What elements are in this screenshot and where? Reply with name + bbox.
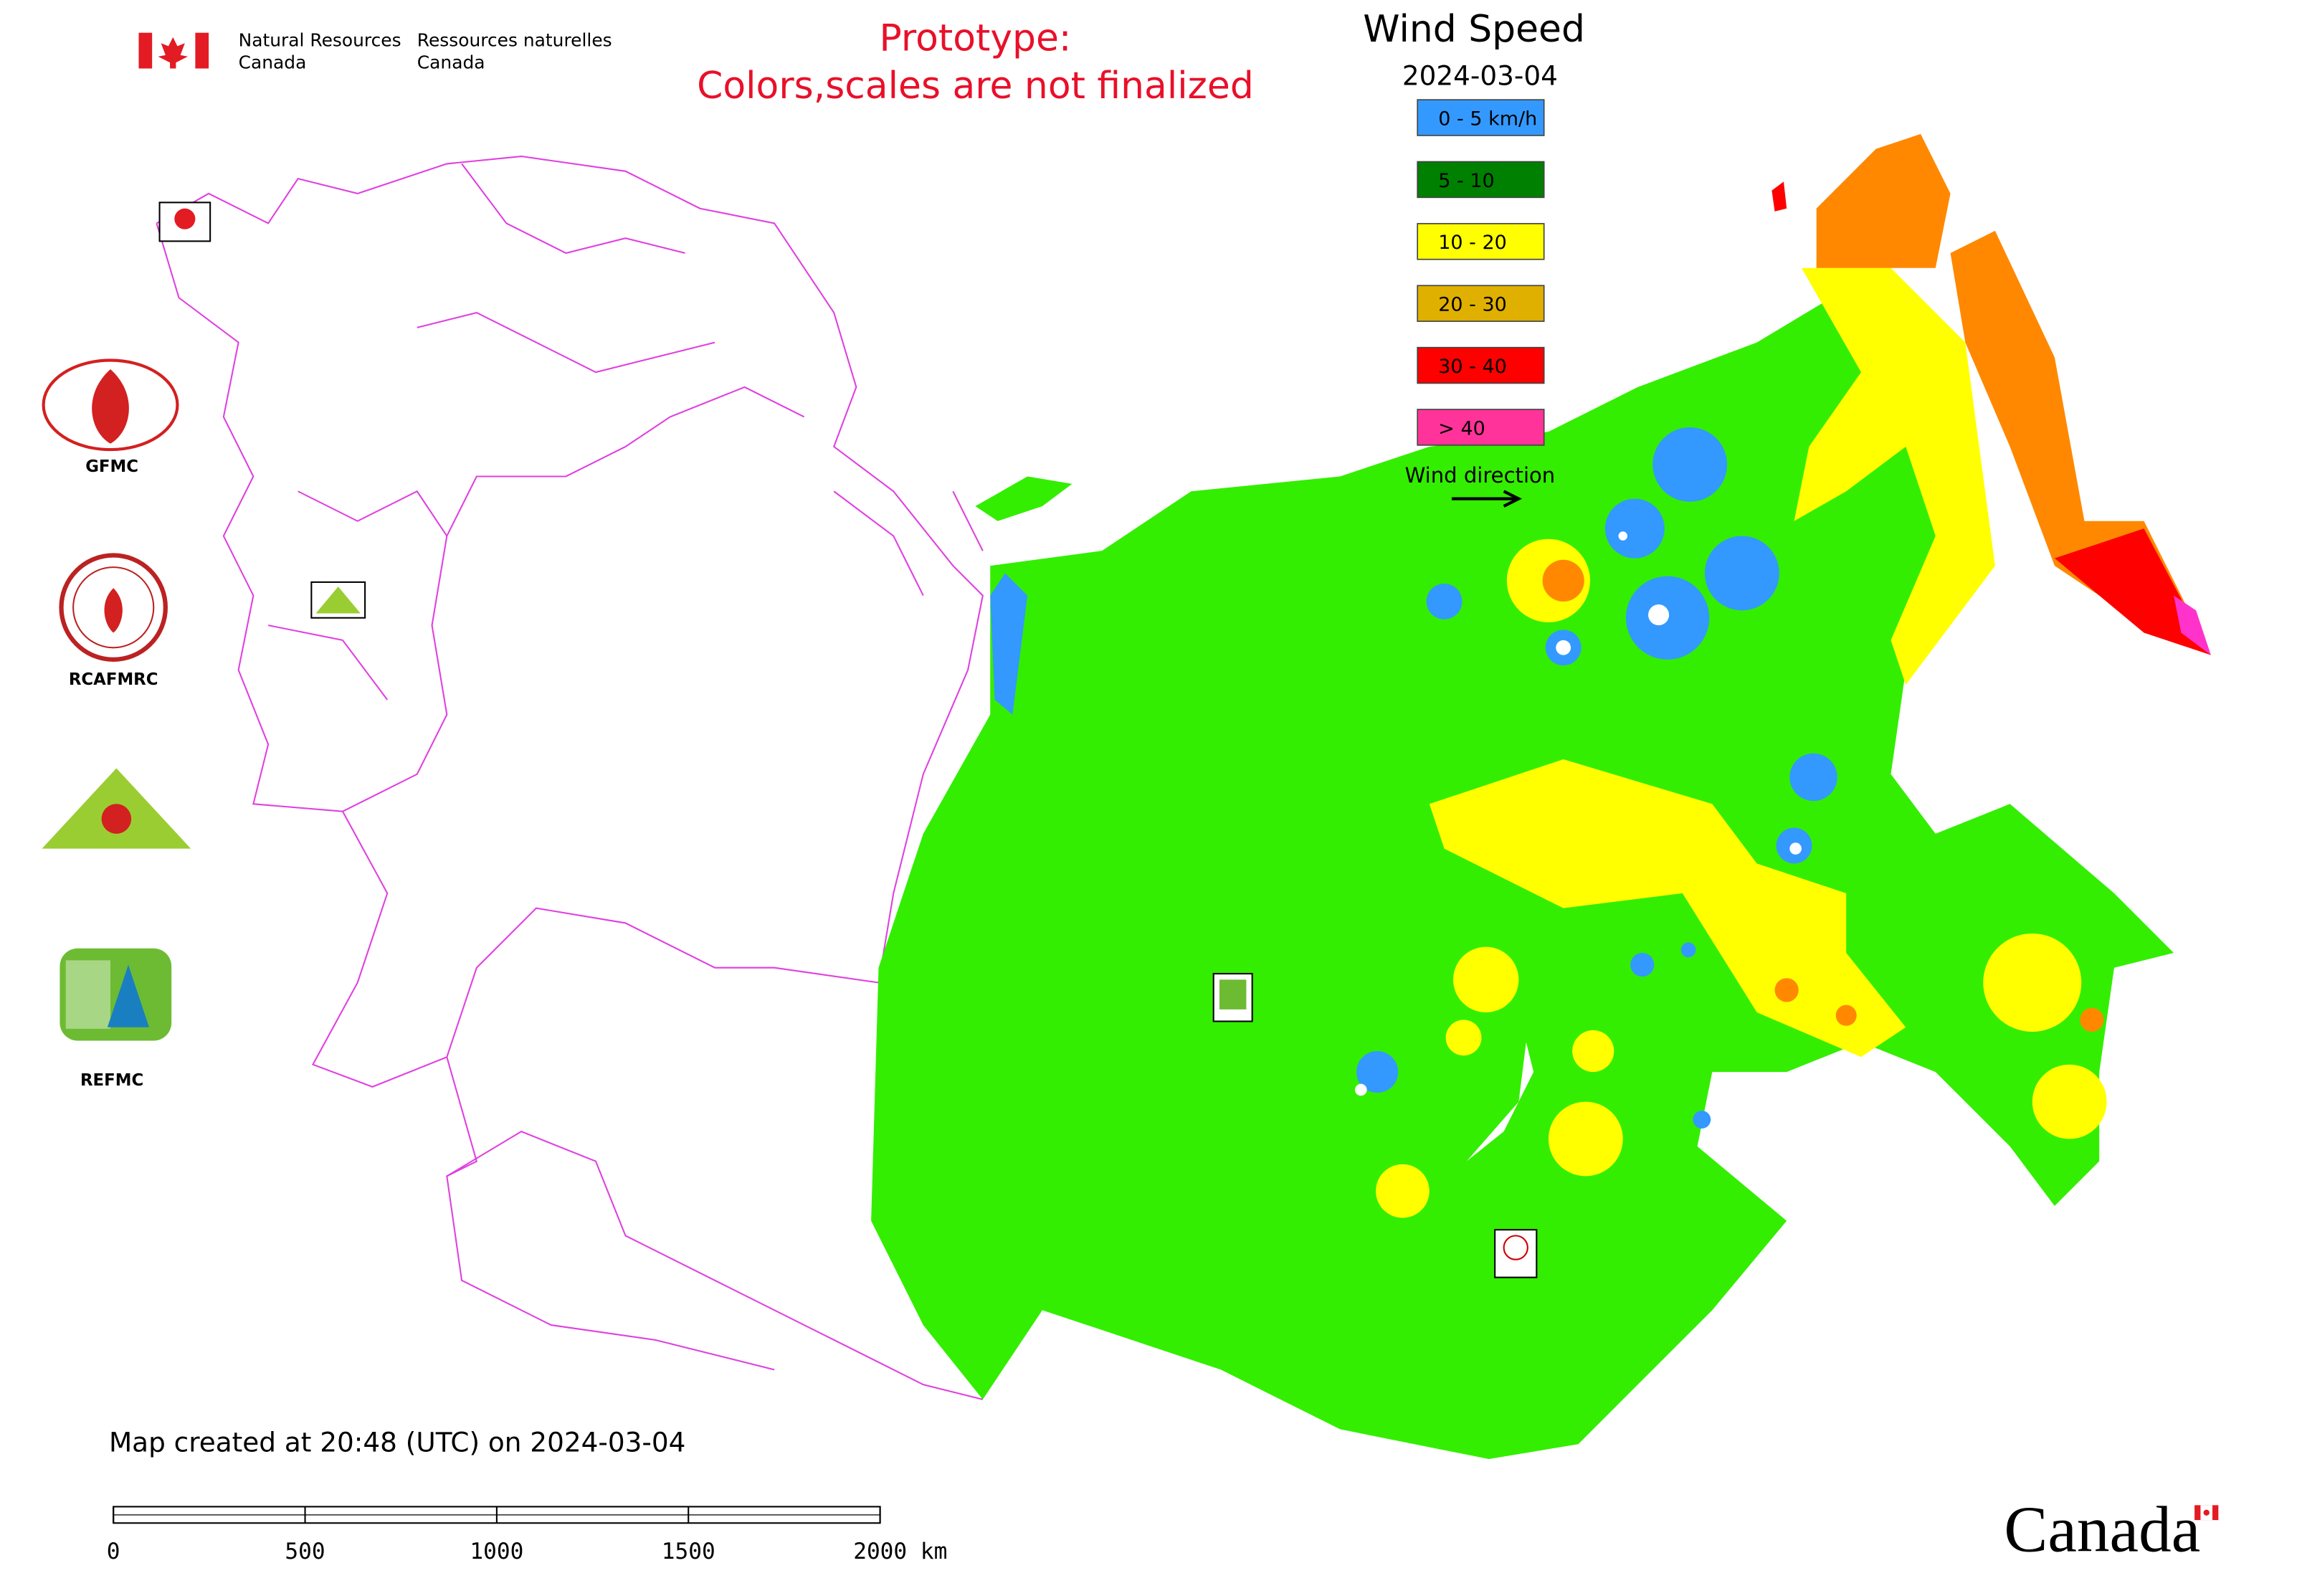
scale-label: 0 (107, 1539, 120, 1564)
legend-swatch (1417, 285, 1545, 322)
creation-note: Map created at 20:48 (UTC) on 2024-03-04 (109, 1427, 685, 1458)
legend-label: 0 - 5 km/h (1438, 108, 1537, 130)
legend-title: Wind Speed (1363, 8, 1585, 51)
wordmark-flag (2194, 1505, 2219, 1521)
legend: Wind Speed 2024-03-04 Wind direction 0 -… (1363, 8, 1585, 508)
legend-label: 20 - 30 (1438, 294, 1507, 316)
scale-label: 500 (285, 1539, 325, 1564)
wind-direction-label: Wind direction (1405, 463, 1556, 488)
prototype-notice: Prototype: (880, 17, 1072, 60)
agency-en-line: Natural Resources (239, 29, 401, 50)
agency-fr-line: Canada (417, 52, 485, 73)
legend-swatch (1417, 161, 1545, 199)
wind-field (871, 133, 2211, 1459)
agency-fr-line: Ressources naturelles (417, 29, 612, 50)
legend-label: 30 - 40 (1438, 356, 1507, 378)
wind-direction-arrow (1451, 490, 1523, 508)
scale-bar: 0 500 1000 1500 2000 km (107, 1506, 947, 1564)
legend-swatch (1417, 99, 1545, 136)
centre-markers (158, 201, 1538, 1278)
scale-label: 1000 (470, 1539, 523, 1564)
logo-label: REFMC (80, 1071, 143, 1090)
scale-label: 1500 (662, 1539, 715, 1564)
legend-label: > 40 (1438, 417, 1485, 440)
canada-wordmark: Canada (2004, 1493, 2200, 1566)
logo-label: GFMC (85, 457, 138, 476)
logo-label: RCAFMRC (69, 670, 158, 689)
agency-signature: Natural Resources Canada Ressources natu… (138, 29, 612, 73)
country-borders (156, 155, 984, 1400)
legend-swatch (1417, 409, 1545, 446)
logos: GFMC RCAFMRC REFMC (42, 358, 191, 1090)
legend-date: 2024-03-04 (1402, 60, 1558, 91)
legend-label: 5 - 10 (1438, 170, 1494, 192)
prototype-notice: Colors,scales are not finalized (697, 65, 1254, 108)
legend-label: 10 - 20 (1438, 232, 1507, 254)
scale-label: 2000 km (853, 1539, 947, 1564)
agency-en-line: Canada (239, 52, 307, 73)
legend-swatch (1417, 346, 1545, 384)
legend-swatch (1417, 223, 1545, 260)
